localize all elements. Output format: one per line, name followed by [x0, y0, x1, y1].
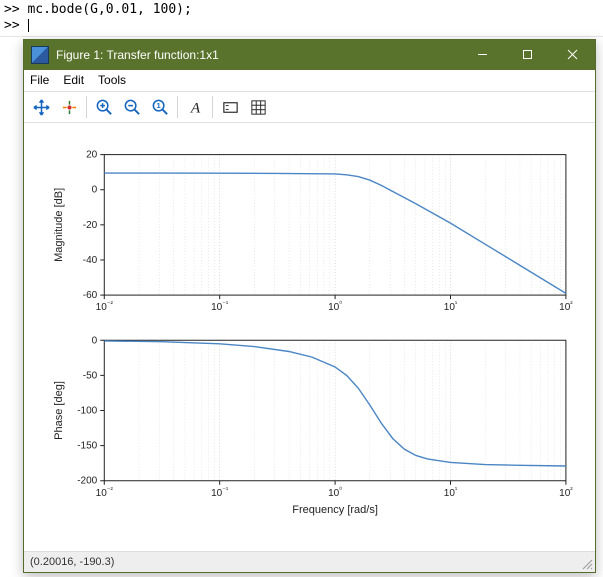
zoom-in-icon[interactable] [91, 94, 117, 120]
grid-icon[interactable] [245, 94, 271, 120]
menu-tools[interactable]: Tools [98, 73, 126, 87]
svg-text:10²: 10² [559, 301, 573, 313]
resize-grip-icon[interactable] [581, 558, 593, 570]
terminal-line: >> mc.bode(G,0.01, 100); [4, 2, 599, 18]
svg-text:10⁻²: 10⁻² [96, 487, 114, 499]
svg-text:0: 0 [92, 335, 98, 346]
menubar: File Edit Tools [24, 70, 595, 93]
svg-text:-20: -20 [83, 220, 98, 231]
move-icon[interactable] [28, 94, 54, 120]
svg-text:10⁻²: 10⁻² [96, 301, 114, 313]
minimize-button[interactable] [460, 40, 505, 70]
svg-text:20: 20 [86, 149, 98, 160]
svg-text:Magnitude [dB]: Magnitude [dB] [53, 188, 65, 262]
svg-text:-100: -100 [77, 405, 97, 416]
menu-file[interactable]: File [30, 73, 49, 87]
titlebar[interactable]: Figure 1: Transfer function:1x1 [24, 40, 595, 70]
svg-text:10⁰: 10⁰ [328, 486, 342, 499]
figure-window: Figure 1: Transfer function:1x1 File Edi… [23, 39, 596, 573]
close-button[interactable] [550, 40, 595, 70]
legend-icon[interactable] [217, 94, 243, 120]
svg-text:-50: -50 [83, 370, 98, 381]
menu-edit[interactable]: Edit [63, 73, 84, 87]
svg-text:A: A [189, 99, 200, 116]
app-icon [31, 46, 49, 64]
maximize-button[interactable] [505, 40, 550, 70]
svg-text:10¹: 10¹ [444, 487, 458, 499]
text-tool-icon[interactable]: A [182, 94, 208, 120]
svg-text:-200: -200 [77, 476, 97, 487]
svg-text:10⁻¹: 10⁻¹ [211, 487, 229, 499]
svg-text:10²: 10² [559, 487, 573, 499]
svg-text:-60: -60 [83, 290, 98, 301]
svg-text:Phase [deg]: Phase [deg] [53, 381, 65, 440]
svg-text:10⁰: 10⁰ [328, 300, 342, 313]
cursor-coords: (0.20016, -190.3) [30, 556, 114, 568]
plot-area[interactable]: 10⁻² 10⁻¹ 10⁰ 10¹ 10² 20 0 -20 -40 -60 Magnitude [… [24, 123, 595, 551]
svg-text:-40: -40 [83, 255, 98, 266]
toolbar: 1 A [24, 92, 595, 123]
zoom-reset-icon[interactable]: 1 [147, 94, 173, 120]
statusbar: (0.20016, -190.3) [24, 551, 595, 572]
svg-text:10¹: 10¹ [444, 301, 458, 313]
svg-text:10⁻¹: 10⁻¹ [211, 301, 229, 313]
origin-icon[interactable] [56, 94, 82, 120]
svg-text:1: 1 [156, 101, 161, 110]
zoom-out-icon[interactable] [119, 94, 145, 120]
svg-text:-150: -150 [77, 440, 97, 451]
svg-text:Frequency [rad/s]: Frequency [rad/s] [292, 504, 378, 516]
window-title: Figure 1: Transfer function:1x1 [56, 48, 460, 62]
svg-text:0: 0 [92, 185, 98, 196]
terminal-prompt[interactable]: >> [4, 18, 599, 34]
